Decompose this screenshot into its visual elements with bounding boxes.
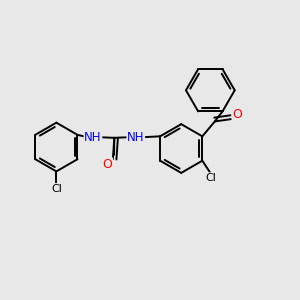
Text: NH: NH (127, 131, 145, 144)
Text: O: O (103, 158, 112, 171)
Text: Cl: Cl (51, 184, 62, 194)
Text: Cl: Cl (205, 173, 216, 183)
Text: O: O (232, 108, 242, 121)
Text: NH: NH (84, 131, 102, 144)
